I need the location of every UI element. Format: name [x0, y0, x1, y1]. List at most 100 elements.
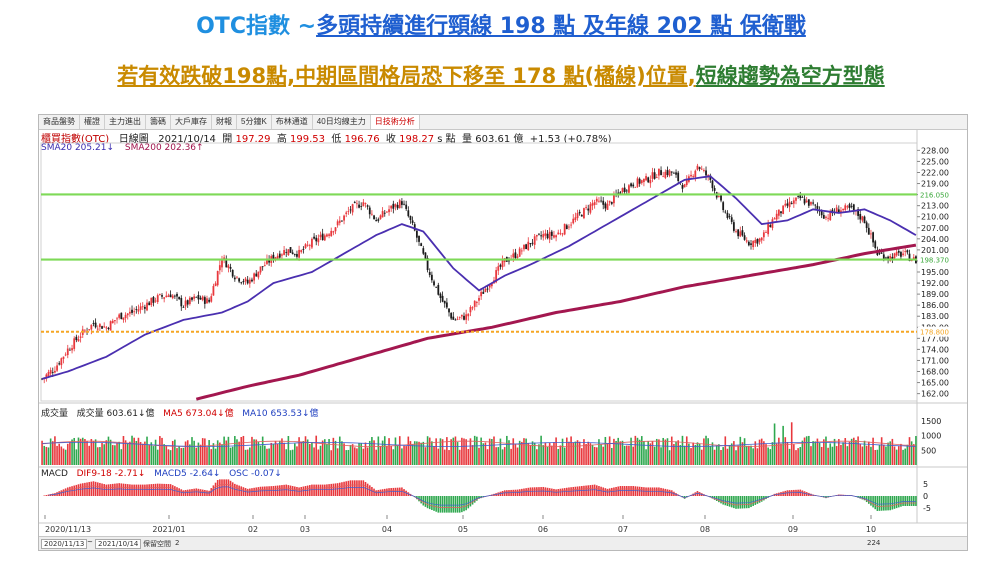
- vol-bar-327: [741, 442, 744, 465]
- vol-bar-245: [566, 437, 568, 465]
- candle-body-47: [141, 306, 144, 308]
- vol-bar-342: [773, 423, 776, 465]
- macd-osc-bar-85: [223, 479, 225, 496]
- candle-body-128: [315, 237, 318, 242]
- vol-bar-135: [330, 450, 333, 465]
- vol-bar-199: [467, 449, 470, 465]
- candle-body-233: [540, 235, 543, 237]
- candle-body-303: [690, 174, 692, 177]
- tab-5[interactable]: 財報: [212, 115, 237, 129]
- macd-osc-bar-16: [75, 484, 78, 496]
- y-tick-label-21: 225.00: [921, 157, 949, 166]
- vol-bar-155: [373, 440, 375, 465]
- keep-space-value[interactable]: 2: [175, 539, 180, 547]
- tab-8[interactable]: 40日均線主力: [313, 115, 371, 129]
- macd-osc-bar-147: [356, 480, 358, 496]
- vol-bar-404: [906, 444, 909, 465]
- macd-osc-bar-132: [323, 484, 326, 496]
- tab-7[interactable]: 布林通道: [272, 115, 313, 129]
- macd-osc-bar-86: [225, 479, 228, 496]
- candle-body-189: [445, 302, 448, 308]
- candle-body-366: [825, 216, 827, 218]
- candle-body-354: [799, 195, 802, 199]
- candle-body-209: [488, 284, 491, 288]
- to-date-field[interactable]: 2021/10/14: [95, 539, 142, 549]
- macd-osc-bar-72: [195, 488, 198, 496]
- macd-osc-bar-92: [238, 485, 240, 496]
- macd-osc-bar-200: [469, 496, 472, 507]
- candle-body-389: [874, 241, 877, 248]
- tab-9[interactable]: 日技術分析: [370, 115, 420, 129]
- vol-bar-113: [283, 442, 285, 465]
- from-date-field[interactable]: 2020/11/13: [41, 539, 88, 549]
- tab-2[interactable]: 主力進出: [105, 115, 146, 129]
- vol-bar-43: [133, 437, 135, 465]
- vol-bar-208: [486, 449, 489, 465]
- macd-osc-bar-90: [234, 483, 236, 496]
- macd-osc-bar-230: [533, 487, 536, 496]
- period-label: 日線圖: [118, 134, 149, 145]
- vol-tick-label-0: 500: [921, 446, 936, 455]
- vol-bar-368: [829, 443, 832, 465]
- vol-bar-255: [587, 441, 590, 465]
- macd-osc-bar-17: [77, 484, 80, 496]
- candle-body-139: [338, 220, 341, 223]
- macd-osc-bar-391: [878, 496, 881, 511]
- vol-bar-291: [664, 439, 667, 465]
- vol-bar-68: [186, 440, 189, 465]
- vol-bar-276: [632, 446, 635, 465]
- macd-osc-bar-328: [743, 496, 746, 509]
- vol-bar-162: [388, 438, 390, 465]
- status-bar: 2020/11/13 ~ 2021/10/14 保留空間 2 224: [39, 536, 967, 550]
- vol-bar-308: [700, 449, 703, 465]
- vol-bar-246: [568, 441, 570, 465]
- candle-body-292: [666, 169, 669, 176]
- vol-bar-265: [608, 436, 611, 465]
- vol-bar-224: [521, 441, 523, 465]
- vol-bar-189: [446, 437, 448, 465]
- candle-body-198: [465, 314, 468, 320]
- candle-body-316: [717, 196, 720, 198]
- candle-body-403: [904, 251, 907, 252]
- vol-bar-3: [47, 447, 50, 465]
- candle-body-387: [870, 233, 872, 235]
- vol-bar-159: [381, 440, 384, 465]
- tab-1[interactable]: 權證: [80, 115, 105, 129]
- vol-bar-136: [332, 437, 335, 465]
- unit-label: s 點: [437, 134, 456, 145]
- candle-body-218: [508, 260, 510, 262]
- y-tick-label-2: 168.00: [921, 368, 949, 377]
- vol-bar-214: [499, 438, 502, 465]
- candle-body-143: [347, 211, 350, 212]
- macd-osc-bar-118: [294, 486, 296, 496]
- candle-body-355: [801, 197, 804, 198]
- vol-bar-102: [259, 445, 262, 465]
- candle-body-393: [882, 254, 885, 260]
- vol-bar-284: [649, 443, 652, 465]
- vol-bar-323: [733, 441, 735, 465]
- candle-body-69: [188, 297, 191, 305]
- candle-body-120: [298, 249, 300, 258]
- vol-bar-318: [722, 447, 724, 465]
- tab-6[interactable]: 5分鐘K: [237, 115, 272, 129]
- macd-osc-bar-32: [109, 484, 112, 496]
- vol-bar-80: [212, 443, 215, 465]
- vol-bar-166: [396, 445, 399, 465]
- vol-bar-37: [120, 449, 123, 465]
- vol-bar-191: [450, 439, 452, 465]
- tab-0[interactable]: 商品盤勢: [39, 115, 80, 129]
- candle-body-95: [244, 278, 247, 282]
- vol-bar-124: [306, 439, 309, 465]
- vol-bar-378: [850, 438, 853, 465]
- candle-body-183: [433, 281, 435, 286]
- candle-body-208: [486, 288, 489, 290]
- vol-bar-348: [786, 441, 789, 465]
- vol-bar-160: [383, 436, 386, 465]
- candle-body-330: [747, 241, 750, 246]
- vol-bar-128: [315, 435, 318, 465]
- tab-3[interactable]: 籌碼: [146, 115, 171, 129]
- tab-4[interactable]: 大戶庫存: [171, 115, 212, 129]
- macd-osc-bar-46: [139, 484, 142, 496]
- candle-body-81: [214, 283, 217, 287]
- vol-bar-234: [542, 445, 545, 465]
